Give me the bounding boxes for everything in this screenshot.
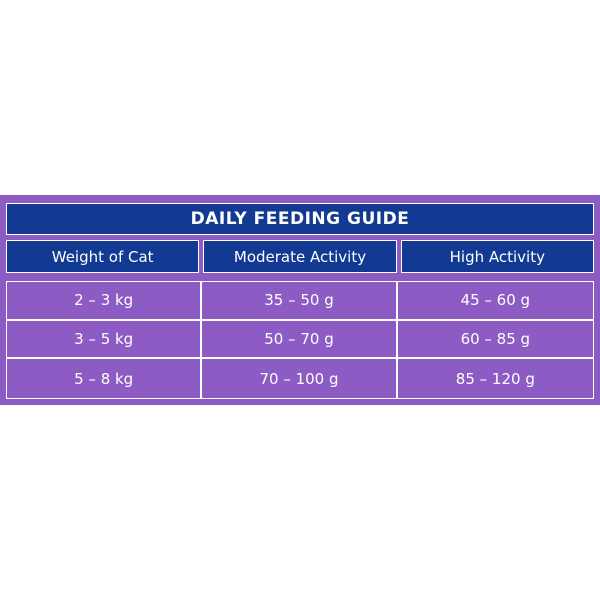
table-cell-weight: 5 – 8 kg (7, 359, 203, 398)
table-body: 2 – 3 kg 35 – 50 g 45 – 60 g 3 – 5 kg 50… (6, 281, 594, 399)
column-header-high-activity: High Activity (400, 240, 594, 273)
column-header-weight: Weight of Cat (6, 240, 200, 273)
table-cell-weight: 3 – 5 kg (7, 320, 203, 360)
table-cell-high: 60 – 85 g (397, 321, 593, 360)
table-cell-moderate: 70 – 100 g (202, 359, 398, 398)
table-cell-high: 85 – 120 g (455, 369, 535, 388)
table-cell-weight: 2 – 3 kg (7, 282, 203, 321)
table-cell-moderate: 50 – 70 g (202, 320, 398, 360)
table-title-bar: DAILY FEEDING GUIDE (6, 203, 594, 235)
table-header-row: Weight of Cat Moderate Activity High Act… (6, 240, 594, 273)
table-title: DAILY FEEDING GUIDE (190, 209, 410, 229)
table-cell-high: 45 – 60 g (397, 282, 593, 321)
feeding-guide-table: DAILY FEEDING GUIDE Weight of Cat Modera… (0, 195, 600, 405)
column-header-moderate-activity: Moderate Activity (203, 240, 397, 273)
table-cell-moderate: 35 – 50 g (202, 282, 398, 321)
